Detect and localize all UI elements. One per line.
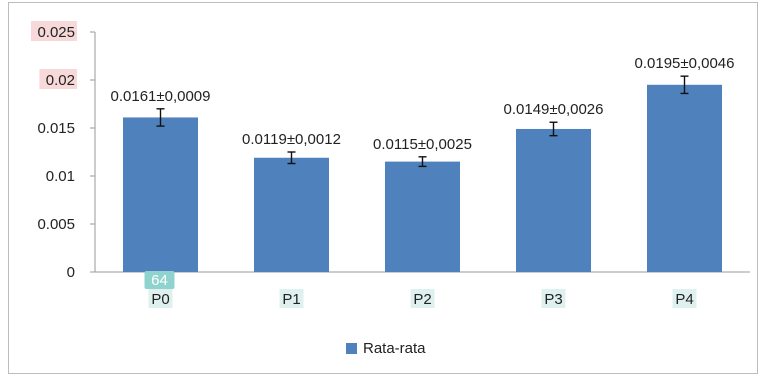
y-tick-label: 0.01 [46, 168, 75, 185]
x-tick-label-p3: P3 [544, 291, 562, 308]
y-tick-label: 0.025 [37, 24, 75, 41]
data-label-p1: 0.0119±0,0012 [242, 131, 341, 148]
bar-p2 [385, 161, 460, 272]
y-tick-label: 0.02 [46, 72, 75, 89]
x-tick-highlight [541, 289, 566, 308]
data-label-p3: 0.0149±0,0026 [504, 101, 604, 118]
y-tick-highlight [31, 21, 77, 41]
annotation-badge [144, 271, 175, 289]
y-tick-label: 0 [67, 264, 75, 281]
bar-p3 [516, 128, 591, 272]
x-tick-highlight [279, 289, 304, 308]
x-tick-label-p2: P2 [413, 291, 431, 308]
legend-swatch [346, 343, 357, 354]
x-tick-highlight [410, 289, 435, 308]
x-tick-label-p0: P0 [151, 291, 169, 308]
x-tick-label-p1: P1 [282, 291, 300, 308]
data-label-p0: 0.0161±0,0009 [111, 88, 211, 105]
y-tick-label: 0.015 [37, 120, 75, 137]
data-label-p4: 0.0195±0,0046 [635, 55, 735, 72]
x-tick-label-p4: P4 [675, 291, 693, 308]
bar-p0 [123, 117, 198, 272]
annotation-badge-text: 64 [151, 272, 168, 289]
legend-label: Rata-rata [363, 340, 426, 357]
y-tick-label: 0.005 [37, 216, 75, 233]
x-tick-highlight [672, 289, 697, 308]
bar-p1 [254, 157, 329, 272]
y-tick-highlight [39, 69, 77, 89]
data-label-p2: 0.0115±0,0025 [373, 136, 472, 153]
bar-p4 [647, 84, 722, 272]
x-tick-highlight [148, 289, 173, 308]
